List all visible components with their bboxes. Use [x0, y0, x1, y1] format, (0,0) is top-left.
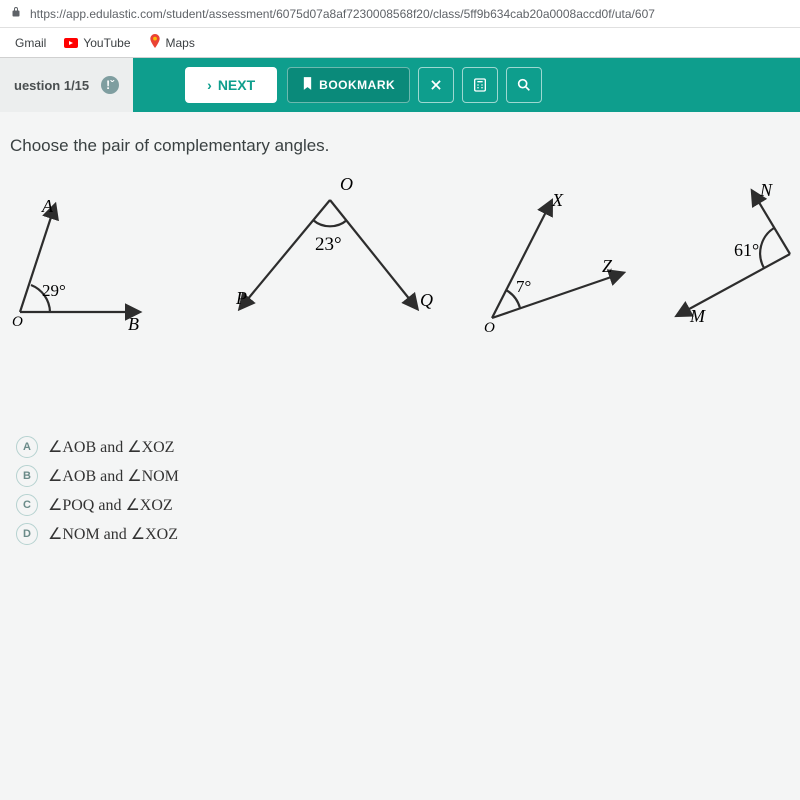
- choice-letter: B: [16, 465, 38, 487]
- bookmark-gmail[interactable]: Gmail: [10, 34, 46, 51]
- bookmark-icon: [302, 77, 313, 93]
- answer-choices: A ∠AOB and ∠XOZ B ∠AOB and ∠NOM C ∠POQ a…: [10, 436, 790, 545]
- choice-text: ∠NOM and ∠XOZ: [48, 524, 178, 544]
- url-text: https://app.edulastic.com/student/assess…: [30, 7, 655, 21]
- next-button[interactable]: › NEXT: [185, 67, 277, 103]
- choice-text: ∠AOB and ∠XOZ: [48, 437, 174, 457]
- calculator-button[interactable]: [462, 67, 498, 103]
- bookmark-youtube[interactable]: YouTube: [64, 34, 130, 51]
- bookmark-button[interactable]: BOOKMARK: [287, 67, 410, 103]
- bookmark-label: YouTube: [83, 36, 130, 50]
- figure-xoz: X Z O 7°: [480, 186, 650, 336]
- maps-pin-icon: [149, 34, 161, 51]
- label-o1: O: [12, 314, 23, 330]
- label-z: Z: [602, 256, 613, 276]
- bookmark-label: Gmail: [15, 36, 46, 50]
- assessment-toolbar: uestion 1/15 !ˇ › NEXT BOOKMARK: [0, 58, 800, 112]
- magnifier-icon: [516, 77, 532, 93]
- close-icon: [429, 78, 443, 92]
- question-prompt: Choose the pair of complementary angles.: [10, 136, 790, 156]
- bookmarks-bar: Gmail YouTube Maps: [0, 28, 800, 58]
- label-b: B: [128, 314, 139, 332]
- close-button[interactable]: [418, 67, 454, 103]
- bookmark-maps[interactable]: Maps: [149, 34, 195, 51]
- figure-nom: N M 61°: [660, 182, 800, 332]
- label-p: P: [235, 288, 247, 308]
- alert-icon: !ˇ: [101, 76, 119, 94]
- label-q: Q: [420, 290, 433, 310]
- question-counter-label: uestion 1/15: [14, 78, 89, 93]
- answer-choice-d[interactable]: D ∠NOM and ∠XOZ: [16, 523, 790, 545]
- angle-23: 23°: [315, 234, 342, 255]
- angle-7: 7°: [516, 277, 531, 296]
- choice-letter: C: [16, 494, 38, 516]
- label-o3: O: [484, 320, 495, 336]
- next-button-label: NEXT: [218, 77, 255, 93]
- chevron-right-icon: ›: [207, 77, 212, 93]
- label-o2: O: [340, 176, 353, 194]
- address-bar: https://app.edulastic.com/student/assess…: [0, 0, 800, 28]
- label-x: X: [551, 190, 564, 210]
- choice-letter: A: [16, 436, 38, 458]
- label-a: A: [41, 196, 54, 216]
- answer-choice-a[interactable]: A ∠AOB and ∠XOZ: [16, 436, 790, 458]
- calculator-icon: [472, 77, 488, 93]
- label-n: N: [759, 182, 773, 200]
- choice-text: ∠POQ and ∠XOZ: [48, 495, 173, 515]
- youtube-icon: [64, 38, 78, 48]
- bookmark-label: Maps: [166, 36, 195, 50]
- answer-choice-c[interactable]: C ∠POQ and ∠XOZ: [16, 494, 790, 516]
- figures-row: A B O 29° O P Q 23° X: [10, 176, 790, 356]
- question-area: Choose the pair of complementary angles.…: [0, 112, 800, 562]
- choice-text: ∠AOB and ∠NOM: [48, 466, 179, 486]
- lock-icon: [10, 6, 22, 21]
- angle-29: 29°: [42, 281, 66, 300]
- question-counter[interactable]: uestion 1/15 !ˇ: [0, 58, 133, 112]
- bookmark-button-label: BOOKMARK: [319, 78, 395, 92]
- figure-aob: A B O 29°: [6, 192, 176, 332]
- angle-61: 61°: [734, 240, 759, 260]
- answer-choice-b[interactable]: B ∠AOB and ∠NOM: [16, 465, 790, 487]
- label-m: M: [689, 306, 706, 326]
- choice-letter: D: [16, 523, 38, 545]
- zoom-button[interactable]: [506, 67, 542, 103]
- figure-poq: O P Q 23°: [220, 176, 440, 336]
